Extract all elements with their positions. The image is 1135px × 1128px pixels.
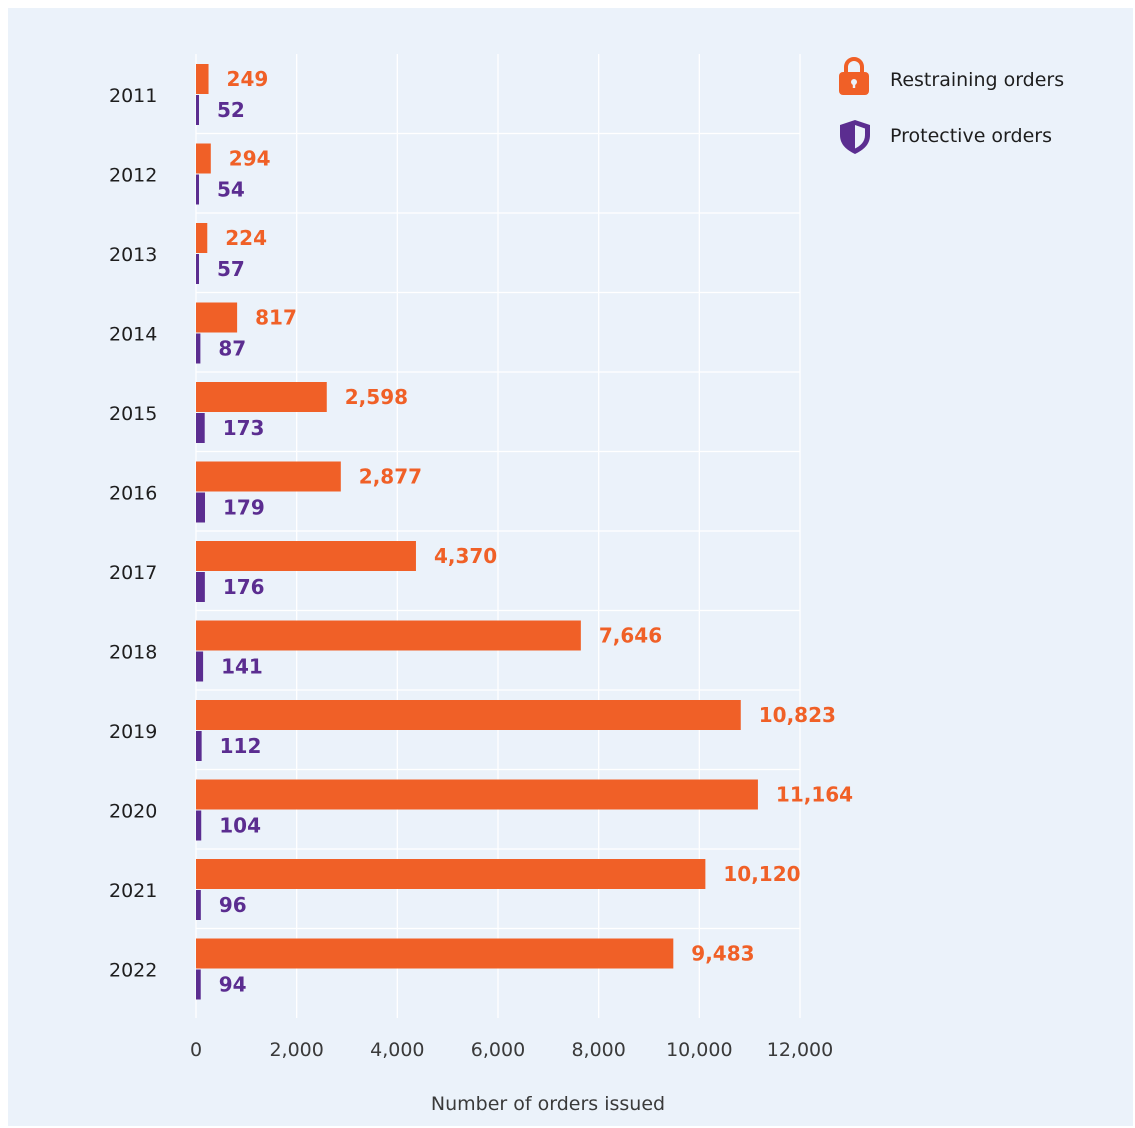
protective-bar bbox=[196, 810, 202, 841]
restraining-value-label: 224 bbox=[225, 226, 267, 250]
x-tick-label: 0 bbox=[190, 1039, 202, 1061]
legend: Restraining orders Protective orders bbox=[839, 57, 1064, 154]
protective-value-label: 179 bbox=[223, 496, 265, 520]
x-axis-title: Number of orders issued bbox=[431, 1093, 665, 1115]
year-label: 2011 bbox=[109, 85, 157, 107]
year-label: 2020 bbox=[109, 801, 157, 823]
restraining-bar bbox=[196, 382, 327, 412]
restraining-value-label: 817 bbox=[255, 306, 297, 330]
year-label: 2017 bbox=[109, 562, 157, 584]
restraining-value-label: 9,483 bbox=[691, 942, 754, 966]
restraining-bar bbox=[196, 223, 208, 253]
year-label: 2013 bbox=[109, 244, 157, 266]
protective-value-label: 52 bbox=[217, 98, 245, 122]
restraining-value-label: 10,823 bbox=[759, 703, 836, 727]
protective-bar bbox=[196, 492, 206, 523]
protective-value-label: 173 bbox=[223, 416, 265, 440]
restraining-bar bbox=[196, 938, 674, 969]
restraining-value-label: 11,164 bbox=[776, 783, 853, 807]
restraining-bar bbox=[196, 143, 211, 174]
x-tick-label: 10,000 bbox=[666, 1039, 732, 1061]
protective-value-label: 94 bbox=[219, 973, 247, 997]
year-label: 2021 bbox=[109, 880, 157, 902]
protective-value-label: 54 bbox=[217, 178, 245, 202]
legend-label-protective: Protective orders bbox=[890, 125, 1052, 147]
shield-icon bbox=[840, 120, 870, 154]
x-axis: 0 2,000 4,000 6,000 8,000 10,000 12,000 bbox=[190, 1039, 833, 1061]
protective-bar bbox=[196, 95, 199, 125]
restraining-value-label: 2,598 bbox=[345, 385, 408, 409]
restraining-bar bbox=[196, 461, 341, 492]
x-tick-label: 2,000 bbox=[269, 1039, 323, 1061]
protective-value-label: 104 bbox=[219, 814, 261, 838]
restraining-bar bbox=[196, 859, 706, 889]
x-tick-label: 6,000 bbox=[471, 1039, 525, 1061]
protective-value-label: 112 bbox=[220, 734, 262, 758]
year-label: 2014 bbox=[109, 324, 157, 346]
x-tick-label: 4,000 bbox=[370, 1039, 424, 1061]
protective-bar bbox=[196, 254, 199, 284]
restraining-bar bbox=[196, 64, 209, 94]
protective-bar bbox=[196, 890, 201, 920]
protective-bar bbox=[196, 572, 205, 602]
restraining-bar bbox=[196, 302, 238, 333]
bar-chart: 2011 249 52 2012 294 54 2013 224 57 2014 817 87 2015… bbox=[109, 54, 1064, 1115]
x-tick-label: 8,000 bbox=[571, 1039, 625, 1061]
restraining-value-label: 7,646 bbox=[599, 624, 662, 648]
restraining-bar bbox=[196, 541, 416, 571]
restraining-bar bbox=[196, 700, 741, 730]
year-label: 2018 bbox=[109, 642, 157, 664]
protective-value-label: 141 bbox=[221, 655, 263, 679]
protective-bar bbox=[196, 333, 201, 364]
protective-bar bbox=[196, 174, 199, 205]
year-label: 2022 bbox=[109, 960, 157, 982]
bars-group bbox=[196, 64, 758, 1000]
legend-label-restraining: Restraining orders bbox=[890, 69, 1064, 91]
protective-value-label: 87 bbox=[218, 337, 246, 361]
protective-bar bbox=[196, 651, 204, 682]
grid-lines bbox=[195, 54, 801, 1018]
protective-value-label: 96 bbox=[219, 893, 247, 917]
restraining-value-label: 294 bbox=[229, 147, 271, 171]
protective-value-label: 176 bbox=[223, 575, 265, 599]
year-label: 2012 bbox=[109, 165, 157, 187]
restraining-bar bbox=[196, 620, 581, 651]
restraining-value-label: 10,120 bbox=[723, 862, 800, 886]
restraining-value-label: 249 bbox=[227, 67, 269, 91]
protective-bar bbox=[196, 413, 205, 443]
year-label: 2015 bbox=[109, 403, 157, 425]
lock-icon bbox=[839, 57, 869, 95]
x-tick-label: 12,000 bbox=[767, 1039, 833, 1061]
restraining-value-label: 2,877 bbox=[359, 465, 422, 489]
protective-bar bbox=[196, 969, 201, 1000]
year-label: 2019 bbox=[109, 721, 157, 743]
restraining-bar bbox=[196, 779, 758, 810]
year-label: 2016 bbox=[109, 483, 157, 505]
labels-group: 2011 249 52 2012 294 54 2013 224 57 2014 817 87 2015… bbox=[109, 67, 853, 997]
protective-bar bbox=[196, 731, 202, 761]
restraining-value-label: 4,370 bbox=[434, 544, 497, 568]
chart-panel: 2011 249 52 2012 294 54 2013 224 57 2014 817 87 2015… bbox=[8, 8, 1133, 1126]
protective-value-label: 57 bbox=[217, 257, 245, 281]
